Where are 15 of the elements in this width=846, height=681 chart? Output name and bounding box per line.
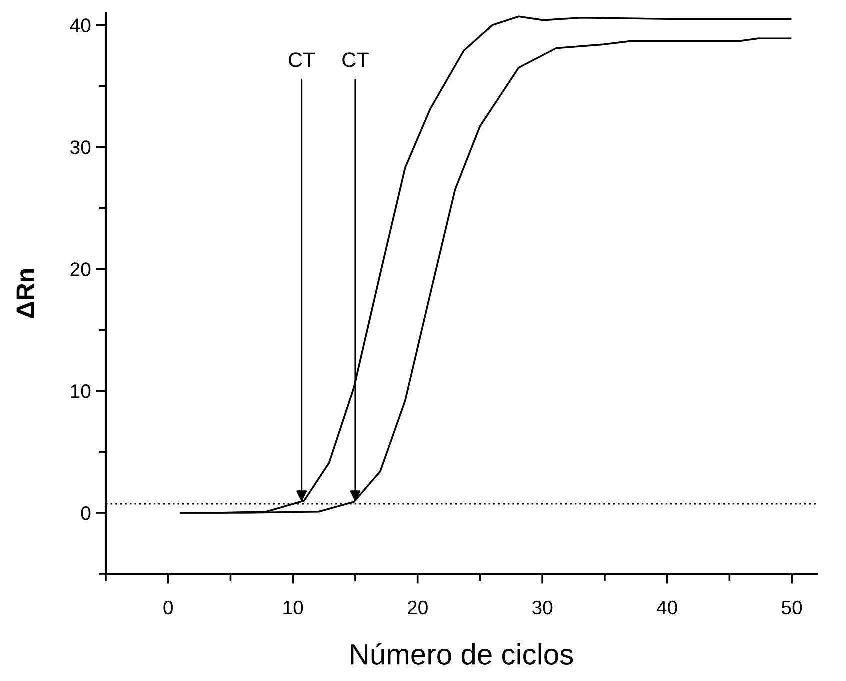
x-tick-label: 40 bbox=[656, 600, 678, 615]
x-axis-title: Número de ciclos bbox=[351, 643, 574, 665]
y-tick-label: 10 bbox=[71, 384, 91, 398]
y-axis-title: ΔRn bbox=[16, 269, 34, 318]
x-tick-label: 10 bbox=[284, 600, 304, 615]
y-tick-label: 20 bbox=[70, 262, 91, 276]
x-tick-label: 0 bbox=[164, 600, 174, 615]
x-tick-label: 20 bbox=[408, 600, 428, 615]
x-tick-label: 50 bbox=[782, 600, 802, 615]
annotation: CT bbox=[342, 52, 369, 68]
y-tick-label: 30 bbox=[70, 140, 91, 154]
y-tick-label: 40 bbox=[70, 18, 91, 32]
y-tick-label: 0 bbox=[81, 506, 91, 520]
x-tick-label: 30 bbox=[532, 600, 553, 615]
annotation: CT bbox=[289, 52, 316, 68]
